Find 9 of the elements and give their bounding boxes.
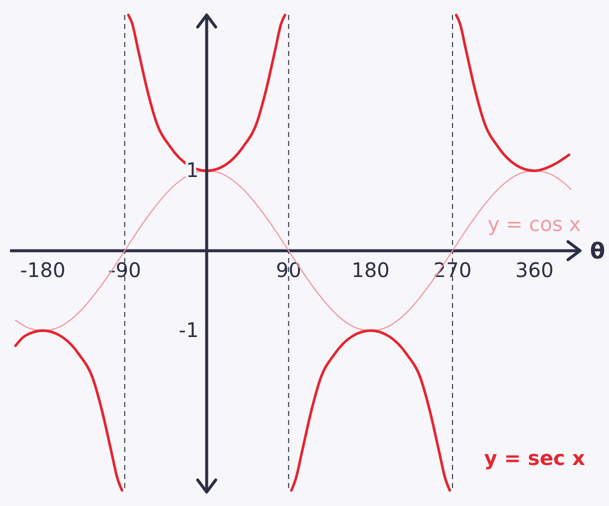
series-label: y = sec x bbox=[484, 446, 586, 470]
x-tick-label: -180 bbox=[20, 258, 66, 282]
x-tick-label: -90 bbox=[108, 258, 142, 282]
x-tick-label: 180 bbox=[351, 258, 390, 282]
y-tick-label: -1 bbox=[178, 318, 199, 342]
x-axis-title: θ bbox=[590, 240, 606, 265]
x-tick-label: 90 bbox=[276, 258, 302, 282]
x-tick-label: 360 bbox=[515, 258, 554, 282]
series-label: y = cos x bbox=[488, 212, 582, 236]
